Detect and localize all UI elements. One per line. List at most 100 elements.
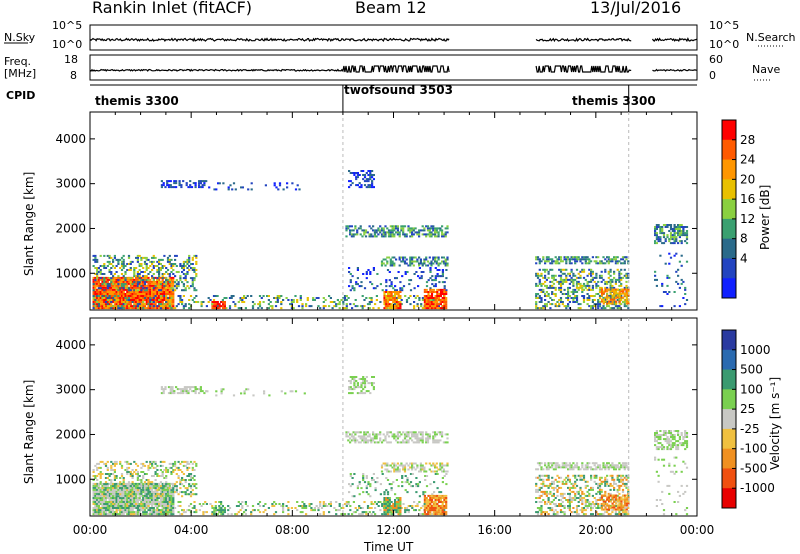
- scatter-cell: [140, 471, 143, 473]
- scatter-cell: [420, 277, 423, 280]
- scatter-cell: [416, 231, 419, 234]
- scatter-cell: [126, 471, 129, 473]
- scatter-cell: [421, 297, 424, 299]
- scatter-cell: [161, 497, 164, 499]
- scatter-cell: [662, 291, 666, 293]
- scatter-cell: [133, 273, 136, 275]
- scatter-cell: [565, 274, 568, 277]
- scatter-cell: [199, 182, 202, 185]
- scatter-cell: [110, 485, 113, 488]
- scatter-cell: [129, 263, 132, 265]
- scatter-cell: [106, 276, 109, 279]
- scatter-cell: [621, 256, 625, 259]
- scatter-cell: [138, 263, 141, 265]
- scatter-cell: [542, 276, 545, 279]
- scatter-cell: [388, 297, 391, 299]
- scatter-cell: [399, 291, 402, 293]
- scatter-cell: [386, 305, 390, 308]
- scatter-cell: [434, 307, 437, 310]
- scatter-cell: [112, 490, 115, 493]
- scatter-cell: [170, 487, 173, 490]
- scatter-cell: [133, 275, 136, 278]
- scatter-cell: [161, 307, 164, 310]
- scatter-cell: [287, 299, 290, 301]
- scatter-cell: [414, 260, 417, 263]
- scatter-cell: [127, 495, 131, 498]
- scatter-cell: [106, 301, 109, 303]
- scatter-cell: [92, 486, 95, 489]
- scatter-cell: [209, 299, 212, 301]
- scatter-cell: [436, 301, 439, 303]
- scatter-cell: [168, 509, 171, 512]
- scatter-cell: [108, 486, 111, 489]
- scatter-cell: [388, 513, 391, 516]
- scatter-cell: [112, 305, 115, 308]
- scatter-cell: [151, 505, 154, 507]
- scatter-cell: [170, 466, 173, 469]
- scatter-cell: [136, 297, 139, 299]
- scatter-cell: [405, 441, 408, 444]
- scatter-cell: [425, 305, 428, 308]
- scatter-cell: [418, 235, 421, 238]
- scatter-cell: [166, 507, 170, 509]
- scatter-cell: [92, 280, 95, 283]
- scatter-cell: [574, 301, 577, 303]
- scatter-cell: [369, 174, 372, 176]
- scatter-cell: [372, 287, 375, 290]
- scatter-cell: [94, 273, 97, 275]
- scatter-cell: [119, 505, 122, 507]
- scatter-cell: [176, 388, 179, 391]
- scatter-cell: [405, 433, 408, 436]
- scatter-cell: [151, 256, 154, 259]
- scatter-cell: [588, 262, 591, 265]
- scatter-cell: [124, 280, 127, 283]
- scatter-cell: [195, 295, 198, 297]
- scatter-cell: [189, 479, 193, 481]
- scatter-cell: [127, 471, 131, 473]
- scatter-cell: [399, 303, 402, 306]
- scatter-cell: [345, 227, 348, 230]
- scatter-cell: [117, 509, 120, 512]
- scatter-cell: [544, 270, 547, 273]
- scatter-cell: [338, 509, 341, 512]
- scatter-cell: [363, 180, 367, 183]
- scatter-cell: [99, 284, 102, 287]
- scatter-cell: [441, 256, 444, 259]
- scatter-cell: [140, 509, 143, 512]
- scatter-cell: [110, 267, 113, 269]
- scatter-cell: [136, 303, 139, 306]
- scatter-cell: [180, 184, 183, 187]
- scatter-cell: [181, 267, 184, 269]
- scatter-cell: [126, 263, 129, 265]
- scatter-cell: [618, 296, 621, 299]
- scatter-cell: [581, 262, 584, 265]
- scatter-cell: [383, 301, 386, 303]
- scatter-cell: [399, 297, 402, 299]
- scatter-cell: [94, 499, 97, 501]
- scatter-cell: [349, 225, 352, 228]
- scatter-cell: [131, 301, 134, 303]
- scatter-cell: [425, 285, 429, 288]
- scatter-cell: [445, 305, 448, 308]
- scatter-cell: [349, 433, 352, 436]
- scatter-cell: [143, 490, 147, 493]
- scatter-cell: [140, 258, 143, 261]
- scatter-cell: [535, 303, 538, 306]
- scatter-cell: [136, 479, 139, 481]
- scatter-cell: [119, 477, 122, 479]
- scatter-cell: [101, 305, 104, 308]
- scatter-cell: [345, 229, 348, 232]
- scatter-cell: [535, 282, 538, 285]
- scatter-cell: [225, 307, 228, 310]
- scatter-cell: [142, 484, 145, 487]
- scatter-cell: [182, 273, 185, 275]
- scatter-cell: [620, 293, 623, 295]
- scatter-cell: [421, 441, 424, 444]
- scatter-cell: [193, 483, 196, 486]
- scatter-cell: [609, 260, 612, 263]
- scatter-cell: [420, 271, 423, 273]
- scatter-cell: [536, 274, 540, 277]
- scatter-cell: [397, 301, 400, 303]
- scatter-cell: [568, 301, 571, 303]
- scatter-cell: [149, 305, 152, 308]
